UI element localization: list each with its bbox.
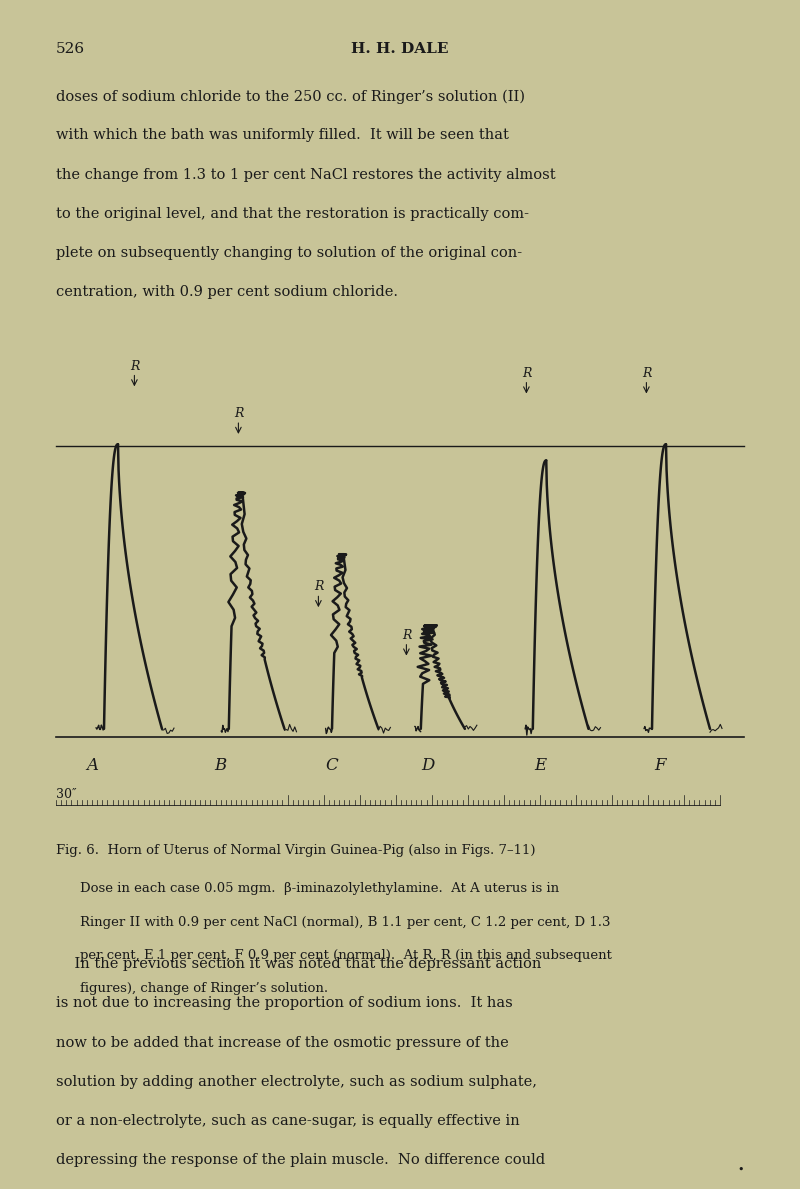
- Text: figures), change of Ringer’s solution.: figures), change of Ringer’s solution.: [80, 982, 328, 995]
- Text: or a non-electrolyte, such as cane-sugar, is equally effective in: or a non-electrolyte, such as cane-sugar…: [56, 1114, 520, 1128]
- Text: F: F: [654, 757, 666, 774]
- Text: •: •: [738, 1165, 744, 1175]
- Text: 30″: 30″: [56, 788, 77, 801]
- Text: plete on subsequently changing to solution of the original con-: plete on subsequently changing to soluti…: [56, 246, 522, 260]
- Text: solution by adding another electrolyte, such as sodium sulphate,: solution by adding another electrolyte, …: [56, 1075, 537, 1089]
- Text: Dose in each case 0.05 mgm.  β-iminazolylethylamine.  At A uterus is in: Dose in each case 0.05 mgm. β-iminazolyl…: [80, 882, 559, 895]
- Text: In the previous section it was noted that the depressant action: In the previous section it was noted tha…: [56, 957, 542, 971]
- Text: R: R: [130, 359, 139, 372]
- Text: A: A: [86, 757, 98, 774]
- Text: R: R: [522, 366, 531, 379]
- Text: is not due to increasing the proportion of sodium ions.  It has: is not due to increasing the proportion …: [56, 996, 513, 1011]
- Text: with which the bath was uniformly filled.  It will be seen that: with which the bath was uniformly filled…: [56, 128, 509, 143]
- Text: to the original level, and that the restoration is practically com-: to the original level, and that the rest…: [56, 207, 529, 221]
- Text: Fig. 6.  Horn of Uterus of Normal Virgin Guinea-Pig (also in Figs. 7–11): Fig. 6. Horn of Uterus of Normal Virgin …: [56, 844, 535, 857]
- Text: centration, with 0.9 per cent sodium chloride.: centration, with 0.9 per cent sodium chl…: [56, 285, 398, 300]
- Text: per cent, E 1 per cent, F 0.9 per cent (normal).  At R, R (in this and subsequen: per cent, E 1 per cent, F 0.9 per cent (…: [80, 949, 612, 962]
- Text: H. H. DALE: H. H. DALE: [351, 42, 449, 56]
- Text: R: R: [642, 366, 651, 379]
- Text: depressing the response of the plain muscle.  No difference could: depressing the response of the plain mus…: [56, 1153, 545, 1168]
- Text: R: R: [234, 407, 243, 420]
- Text: R: R: [402, 629, 411, 642]
- Text: 526: 526: [56, 42, 85, 56]
- Text: D: D: [422, 757, 434, 774]
- Text: C: C: [326, 757, 338, 774]
- Text: Ringer II with 0.9 per cent NaCl (normal), B 1.1 per cent, C 1.2 per cent, D 1.3: Ringer II with 0.9 per cent NaCl (normal…: [80, 916, 610, 929]
- Text: now to be added that increase of the osmotic pressure of the: now to be added that increase of the osm…: [56, 1036, 509, 1050]
- Text: the change from 1.3 to 1 per cent NaCl restores the activity almost: the change from 1.3 to 1 per cent NaCl r…: [56, 168, 556, 182]
- Text: R: R: [314, 580, 323, 593]
- Text: B: B: [214, 757, 226, 774]
- Text: doses of sodium chloride to the 250 cc. of Ringer’s solution (II): doses of sodium chloride to the 250 cc. …: [56, 89, 525, 103]
- Text: E: E: [534, 757, 546, 774]
